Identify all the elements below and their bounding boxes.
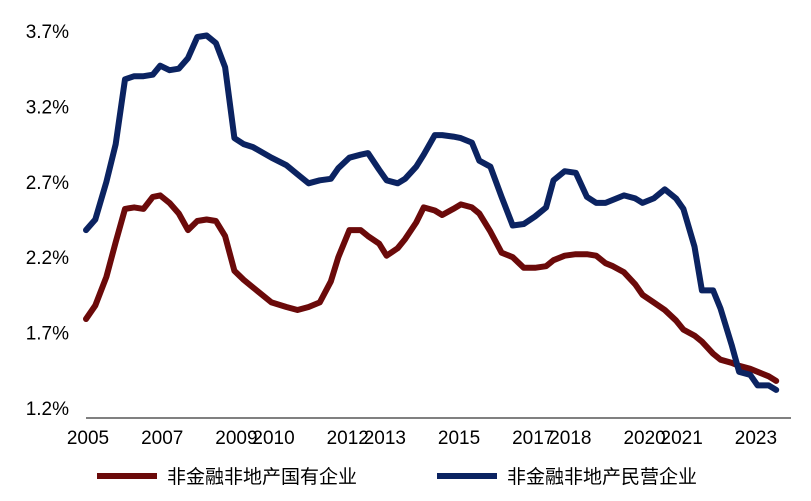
y-tick-label: 1.7% xyxy=(26,324,69,345)
y-tick-label: 1.2% xyxy=(26,399,69,420)
x-tick-label: 2007 xyxy=(141,428,183,449)
legend-label-0: 非金融非地产国有企业 xyxy=(167,466,357,488)
plot-area xyxy=(83,32,780,393)
y-axis: 1.2% 1.7% 2.2% 2.7% 3.2% 3.7% xyxy=(26,22,69,420)
y-tick-label: 3.2% xyxy=(26,97,69,118)
x-tick-label: 2009 xyxy=(215,428,257,449)
y-tick-label: 3.7% xyxy=(26,22,69,43)
x-tick-label: 2013 xyxy=(364,428,406,449)
y-tick-label: 2.2% xyxy=(26,248,69,269)
x-tick-label: 2020 xyxy=(623,428,665,449)
x-tick-label: 2005 xyxy=(67,428,109,449)
legend-label-1: 非金融非地产民营企业 xyxy=(507,466,697,488)
x-tick-label: 2021 xyxy=(661,428,703,449)
x-tick-label: 2012 xyxy=(327,428,369,449)
series-line-1 xyxy=(83,32,780,393)
x-tick-label: 2018 xyxy=(549,428,591,449)
x-tick-label: 2017 xyxy=(512,428,554,449)
x-tick-label: 2023 xyxy=(735,428,777,449)
x-tick-label: 2010 xyxy=(252,428,294,449)
y-tick-label: 2.7% xyxy=(26,173,69,194)
x-tick-label: 2015 xyxy=(438,428,480,449)
legend: 非金融非地产国有企业 非金融非地产民营企业 xyxy=(97,466,697,488)
series-line-0 xyxy=(83,192,780,384)
